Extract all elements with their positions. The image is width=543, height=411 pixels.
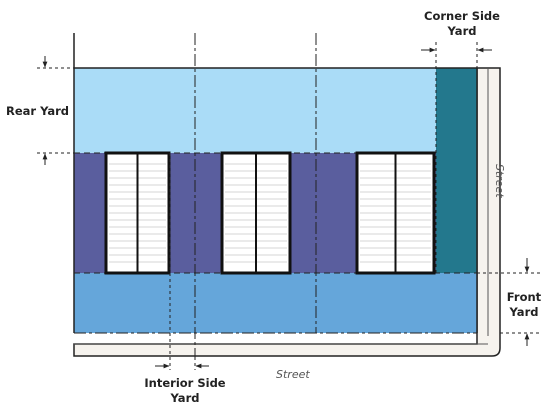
front-yard-area: [74, 273, 477, 333]
street-label-bottom: Street: [276, 368, 310, 381]
rear-yard-area: [74, 68, 436, 153]
building-unit: [104, 151, 171, 275]
front-yard-label-line2: Yard: [509, 305, 539, 319]
corner-side-yard-area: [436, 68, 477, 273]
front-yard-label-line1: Front: [506, 290, 542, 304]
building-unit: [355, 151, 436, 275]
rear-yard-label: Rear Yard: [6, 104, 70, 118]
corner-side-yard-label-line1: Corner Side: [424, 9, 500, 23]
interior-side-yard-label-line2: Yard: [170, 391, 200, 405]
building-unit: [220, 151, 292, 275]
front-yard-label: Front Yard: [506, 290, 542, 320]
street-label-right: Street: [493, 164, 506, 198]
units-group: [104, 151, 436, 275]
street-strip: [73, 67, 501, 357]
corner-side-yard-label: Corner Side Yard: [415, 9, 509, 39]
interior-side-yard-label-line1: Interior Side: [144, 376, 226, 390]
interior-side-yard-label: Interior Side Yard: [130, 376, 240, 406]
corner-side-yard-label-line2: Yard: [447, 24, 477, 38]
